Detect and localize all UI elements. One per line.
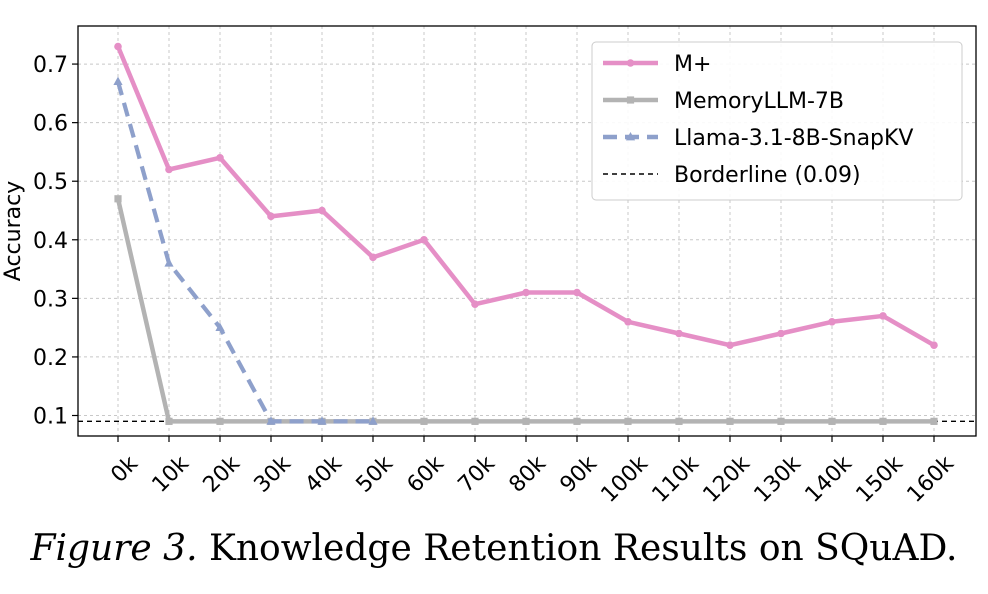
- data-point: [930, 341, 938, 350]
- y-tick-label: 0.5: [33, 170, 68, 195]
- caption-label: Figure 3.: [30, 528, 198, 569]
- legend-label: M+: [674, 52, 711, 77]
- legend-item: MemoryLLM-7B: [603, 89, 844, 114]
- y-axis-label: Accuracy: [1, 181, 26, 281]
- data-point: [522, 417, 530, 425]
- legend-label: Llama-3.1-8B-SnapKV: [674, 126, 914, 151]
- data-point: [624, 417, 632, 425]
- line-chart: 0.1 0.2 0.3 0.4 0.5 0.6 0.7 0k 10k 20k 30k 40k 50k 6…: [1, 25, 977, 508]
- x-tick-label: 130k: [750, 451, 807, 508]
- x-tick-label: 20k: [199, 451, 246, 498]
- data-point: [879, 312, 887, 320]
- legend-box: [591, 41, 963, 201]
- data-point: [828, 317, 836, 326]
- data-point: [318, 206, 326, 215]
- data-point: [522, 288, 530, 297]
- legend-marker: [626, 59, 635, 67]
- legend-marker: [626, 96, 635, 104]
- y-tick-label: 0.1: [33, 405, 68, 430]
- data-point: [624, 317, 632, 326]
- data-point: [777, 329, 785, 338]
- data-point: [266, 416, 276, 425]
- x-tick-label: 110k: [648, 451, 705, 508]
- legend-item: M+: [603, 52, 711, 77]
- x-tick-label: 100k: [597, 451, 654, 508]
- data-point: [216, 417, 224, 425]
- x-tick-label: 60k: [403, 451, 450, 498]
- data-point: [471, 417, 479, 425]
- data-point: [114, 42, 122, 51]
- data-point: [164, 258, 174, 267]
- data-point: [420, 235, 428, 244]
- data-point: [369, 253, 377, 262]
- series-line: [115, 81, 373, 424]
- x-tick-label: 50k: [352, 451, 399, 498]
- y-tick-label: 0.2: [33, 346, 68, 371]
- data-point: [675, 329, 683, 338]
- legend-marker: [625, 132, 636, 141]
- legend-items: M+ MemoryLLM-7B Llama-3.1-8B-SnapKV Borderl…: [603, 52, 914, 188]
- x-tick-label: 30k: [250, 451, 297, 498]
- data-point: [368, 416, 378, 425]
- figure-caption: Figure 3. Knowledge Retention Results on…: [0, 528, 988, 569]
- caption-text: Knowledge Retention Results on SQuAD.: [208, 528, 958, 569]
- x-tick-label: 40k: [301, 451, 348, 498]
- data-point: [726, 341, 734, 350]
- data-point: [573, 288, 581, 297]
- y-tick-label: 0.4: [33, 229, 68, 254]
- data-point: [726, 417, 734, 425]
- data-point: [420, 417, 428, 425]
- legend-item: Borderline (0.09): [603, 163, 861, 188]
- data-point: [113, 76, 123, 86]
- y-tick-label: 0.7: [33, 53, 68, 78]
- x-tick-label: 150k: [852, 451, 909, 508]
- data-point: [216, 153, 224, 162]
- data-point: [215, 322, 225, 332]
- x-tick-label: 120k: [699, 451, 756, 508]
- data-point: [165, 165, 173, 174]
- data-point: [267, 212, 275, 221]
- x-tick-label: 70k: [454, 451, 501, 498]
- data-point: [930, 417, 938, 425]
- data-point: [471, 300, 479, 309]
- x-tick-label: 0k: [106, 451, 143, 488]
- plot-frame: [77, 25, 977, 437]
- data-point: [317, 416, 327, 425]
- data-point: [114, 195, 122, 203]
- data-point: [165, 417, 173, 425]
- series-llama-3-1-8b-snapkv: [113, 76, 378, 425]
- series-m: [114, 42, 938, 350]
- x-tick-label: 90k: [556, 451, 603, 498]
- x-tick-label: 160k: [903, 451, 960, 508]
- y-tick-label: 0.3: [33, 287, 68, 312]
- series-group: [113, 42, 938, 425]
- data-point: [879, 417, 887, 425]
- data-point: [573, 417, 581, 425]
- legend: M+ MemoryLLM-7B Llama-3.1-8B-SnapKV Borderl…: [591, 41, 963, 201]
- x-tick-label: 80k: [505, 451, 552, 498]
- y-tick-label: 0.6: [33, 112, 68, 137]
- y-axis-ticks: 0.1 0.2 0.3 0.4 0.5 0.6 0.7: [33, 53, 78, 430]
- data-point: [828, 417, 836, 425]
- x-tick-label: 140k: [801, 451, 858, 508]
- x-axis-ticks: 0k 10k 20k 30k 40k 50k 60k 70k 80k 90k100k110k120…: [106, 436, 959, 508]
- x-tick-label: 10k: [148, 451, 195, 498]
- data-point: [675, 417, 683, 425]
- legend-label: Borderline (0.09): [674, 163, 861, 188]
- data-point: [777, 417, 785, 425]
- legend-label: MemoryLLM-7B: [674, 89, 844, 114]
- legend-item: Llama-3.1-8B-SnapKV: [603, 126, 914, 151]
